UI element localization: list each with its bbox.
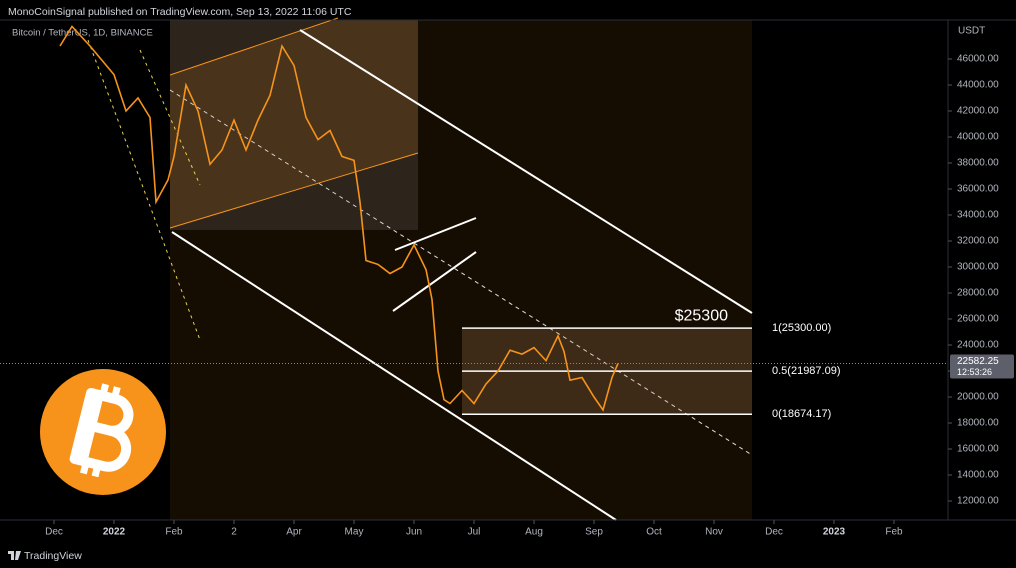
x-tick-label: Oct <box>646 527 662 538</box>
x-tick-label: Dec <box>765 527 783 538</box>
y-axis-label: USDT <box>958 26 985 37</box>
tv-logo <box>8 551 21 560</box>
channel-line <box>169 152 419 229</box>
fib-label: 0(18674.17) <box>772 408 831 420</box>
x-tick-label: Feb <box>885 527 903 538</box>
price-tag-countdown: 12:53:26 <box>957 367 992 377</box>
logo-symbol <box>69 383 134 478</box>
y-tick-label: 34000.00 <box>957 210 999 221</box>
y-tick-label: 32000.00 <box>957 236 999 247</box>
wedge-line <box>394 217 477 251</box>
fib-label: 0.5(21987.09) <box>772 365 841 377</box>
y-tick-label: 38000.00 <box>957 158 999 169</box>
x-tick-label: 2022 <box>103 527 126 538</box>
y-tick-label: 40000.00 <box>957 132 999 143</box>
wedge-line <box>392 251 477 312</box>
y-tick-label: 46000.00 <box>957 54 999 65</box>
symbol: Bitcoin / TetherUS, 1D, BINANCE <box>12 28 153 39</box>
price-axis <box>948 20 1016 520</box>
channel-line <box>169 17 339 76</box>
y-tick-label: 30000.00 <box>957 262 999 273</box>
target-label: $25300 <box>675 307 728 324</box>
price-tag-value: 22582.25 <box>957 356 999 367</box>
x-tick-label: Jun <box>406 527 422 538</box>
x-tick-label: Sep <box>585 527 603 538</box>
trend-line <box>87 39 201 341</box>
x-tick-label: May <box>345 527 364 538</box>
y-tick-label: 36000.00 <box>957 184 999 195</box>
y-tick-label: 42000.00 <box>957 106 999 117</box>
publisher: MonoCoinSignal published on TradingView.… <box>8 6 352 18</box>
x-tick-label: Aug <box>525 527 543 538</box>
y-tick-label: 12000.00 <box>957 496 999 507</box>
channel-line <box>171 231 617 521</box>
x-tick-label: Feb <box>165 527 183 538</box>
x-tick-label: 2 <box>231 527 237 538</box>
y-tick-label: 44000.00 <box>957 80 999 91</box>
footer: TradingView <box>24 550 82 562</box>
price-line <box>59 25 619 412</box>
x-tick-label: 2023 <box>823 527 846 538</box>
fib-label: 1(25300.00) <box>772 322 831 334</box>
y-tick-label: 26000.00 <box>957 314 999 325</box>
zone-shade <box>170 20 418 230</box>
x-tick-label: Nov <box>705 527 723 538</box>
y-tick-label: 16000.00 <box>957 444 999 455</box>
y-tick-label: 18000.00 <box>957 418 999 429</box>
mid-line <box>169 89 753 456</box>
bitcoin-logo <box>40 369 166 495</box>
channel-line <box>299 29 753 314</box>
x-tick-label: Jul <box>468 527 481 538</box>
y-tick-label: 28000.00 <box>957 288 999 299</box>
y-tick-label: 14000.00 <box>957 470 999 481</box>
y-tick-label: 24000.00 <box>957 340 999 351</box>
channel-fill <box>170 20 418 228</box>
y-tick-label: 20000.00 <box>957 392 999 403</box>
x-tick-label: Dec <box>45 527 63 538</box>
x-tick-label: Apr <box>286 527 302 538</box>
price-tag <box>950 354 1014 379</box>
